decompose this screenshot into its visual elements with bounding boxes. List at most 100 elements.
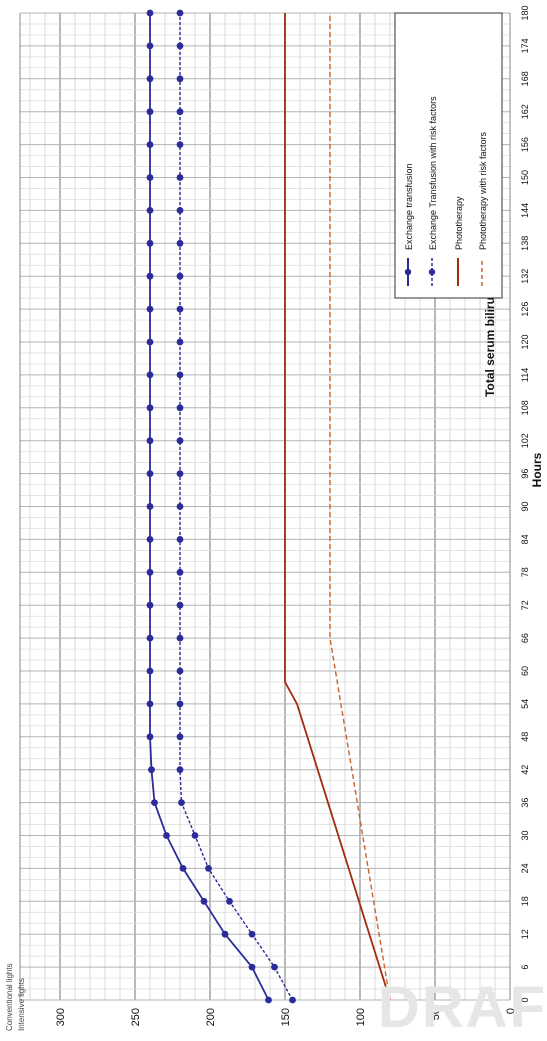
- data-point-series-1: [146, 338, 154, 346]
- x-tick-label: 126: [520, 302, 530, 317]
- data-point-series-1: [248, 963, 256, 971]
- data-point-series-2: [289, 996, 296, 1004]
- x-tick-label: 18: [520, 896, 530, 906]
- data-point-series-2: [176, 174, 184, 181]
- legend-item-phototherapy: Phototherapy: [454, 196, 464, 286]
- series-line-3: [284, 13, 391, 1001]
- axis-ticks: 0 50 100 150 200 250 300 0 6 12 18 24 30 36 42 48 54 60 66…: [55, 5, 530, 1026]
- data-point-series-2: [176, 667, 184, 675]
- x-tick-label: 132: [520, 269, 530, 284]
- x-tick-label: 36: [520, 798, 530, 808]
- x-tick-label: 114: [520, 368, 530, 382]
- y-tick-label: 200: [205, 1008, 217, 1026]
- data-point-series-1: [146, 568, 154, 576]
- data-point-series-1: [151, 799, 158, 806]
- data-point-series-2: [176, 601, 184, 609]
- data-point-series-1: [146, 174, 154, 181]
- x-axis-label: Hours: [530, 452, 544, 487]
- data-point-series-2: [176, 338, 184, 346]
- data-point-series-2: [271, 963, 278, 971]
- x-tick-label: 12: [520, 929, 530, 939]
- data-point-series-1: [200, 897, 208, 905]
- y-tick-label: 50: [430, 1008, 442, 1020]
- data-point-series-1: [146, 667, 154, 675]
- data-point-series-1: [146, 42, 154, 50]
- y-tick-label: 100: [355, 1008, 367, 1026]
- legend-marker-exchange-transfusion-risk: [428, 268, 436, 276]
- data-point-series-1: [179, 865, 187, 872]
- x-tick-label: 120: [520, 334, 530, 349]
- y-tick-label: 300: [55, 1008, 67, 1026]
- legend-label-exchange-transfusion-risk: Exchange Transfusion with risk factors: [428, 96, 438, 250]
- x-tick-label: 144: [520, 203, 530, 218]
- data-point-series-2: [176, 371, 184, 379]
- data-point-series-1: [146, 437, 154, 445]
- x-tick-label: 156: [520, 137, 530, 152]
- legend: Exchange transfusion Exchange Transfusio…: [394, 12, 503, 299]
- data-point-series-1: [146, 404, 154, 412]
- data-point-series-2: [176, 141, 184, 149]
- data-point-series-2: [176, 733, 184, 741]
- data-point-series-1: [146, 634, 154, 642]
- data-point-series-2: [178, 799, 185, 806]
- data-point-series-2: [176, 470, 184, 477]
- data-point-series-1: [146, 733, 154, 741]
- data-point-series-1: [146, 9, 154, 17]
- x-tick-label: 108: [520, 400, 530, 415]
- data-point-series-2: [176, 766, 184, 774]
- data-point-series-2: [176, 9, 184, 17]
- data-point-series-2: [176, 75, 184, 83]
- draft-watermark: DRAF: [377, 975, 547, 1040]
- legend-item-phototherapy-risk: Phototherapy with risk factors: [478, 131, 488, 286]
- data-point-series-1: [146, 305, 154, 313]
- x-tick-label: 0: [520, 997, 530, 1002]
- data-point-series-1: [146, 470, 154, 477]
- legend-item-exchange-transfusion-risk: Exchange Transfusion with risk factors: [428, 96, 438, 286]
- x-tick-label: 48: [520, 732, 530, 742]
- data-point-series-1: [146, 108, 154, 116]
- data-point-series-1: [146, 207, 154, 214]
- x-tick-label: 102: [520, 433, 530, 448]
- data-point-series-1: [146, 239, 154, 247]
- data-point-series-2: [176, 207, 184, 214]
- x-tick-label: 42: [520, 765, 530, 775]
- y-tick-label: 150: [280, 1008, 292, 1026]
- data-point-series-2: [176, 272, 184, 280]
- legend-label-phototherapy: Phototherapy: [454, 196, 464, 250]
- x-tick-label: 30: [520, 830, 530, 840]
- legend-label-exchange-transfusion: Exchange transfusion: [404, 163, 414, 250]
- x-tick-label: 72: [520, 600, 530, 610]
- x-tick-label: 138: [520, 236, 530, 251]
- data-point-series-1: [221, 930, 229, 938]
- x-tick-label: 54: [520, 699, 530, 709]
- x-tick-label: 78: [520, 567, 530, 577]
- intensive-lights-label: Intensive lights: [17, 978, 26, 1031]
- data-point-series-1: [146, 503, 154, 510]
- legend-item-exchange-transfusion: Exchange transfusion: [404, 163, 414, 286]
- data-point-series-2: [176, 42, 184, 50]
- x-tick-label: 150: [520, 170, 530, 185]
- x-tick-label: 60: [520, 666, 530, 676]
- x-tick-label: 180: [520, 5, 530, 20]
- data-point-series-2: [176, 503, 184, 510]
- y-tick-label: 250: [130, 1008, 142, 1026]
- legend-box: [394, 12, 503, 299]
- x-tick-label: 66: [520, 633, 530, 643]
- data-point-series-1: [146, 536, 154, 543]
- data-point-series-2: [176, 568, 184, 576]
- data-point-series-2: [248, 930, 256, 938]
- x-tick-label: 6: [520, 965, 530, 970]
- x-tick-label: 90: [520, 501, 530, 511]
- legend-marker-exchange-transfusion: [404, 268, 412, 276]
- data-point-series-1: [146, 700, 154, 708]
- data-point-series-2: [176, 108, 184, 116]
- y-tick-label: 0: [505, 1008, 517, 1014]
- data-point-series-1: [146, 141, 154, 149]
- series-line-4: [329, 13, 391, 1001]
- legend-label-phototherapy-risk: Phototherapy with risk factors: [478, 131, 488, 250]
- data-point-series-1: [146, 75, 154, 83]
- data-point-series-1: [148, 766, 155, 774]
- data-point-series-1: [146, 601, 154, 609]
- x-tick-label: 162: [520, 104, 530, 119]
